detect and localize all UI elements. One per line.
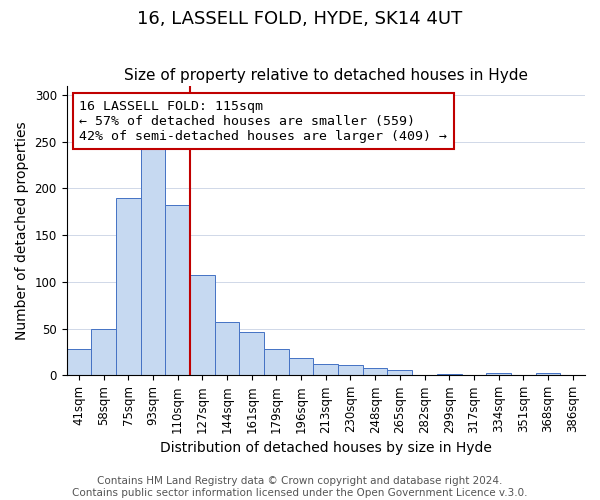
Bar	[239, 332, 264, 376]
Bar	[116, 198, 140, 376]
Bar	[536, 374, 560, 376]
Y-axis label: Number of detached properties: Number of detached properties	[15, 121, 29, 340]
Bar	[264, 349, 289, 376]
Text: Contains HM Land Registry data © Crown copyright and database right 2024.
Contai: Contains HM Land Registry data © Crown c…	[72, 476, 528, 498]
X-axis label: Distribution of detached houses by size in Hyde: Distribution of detached houses by size …	[160, 441, 492, 455]
Bar	[140, 149, 165, 376]
Bar	[486, 374, 511, 376]
Bar	[338, 365, 363, 376]
Text: 16 LASSELL FOLD: 115sqm
← 57% of detached houses are smaller (559)
42% of semi-d: 16 LASSELL FOLD: 115sqm ← 57% of detache…	[79, 100, 448, 142]
Bar	[289, 358, 313, 376]
Text: 16, LASSELL FOLD, HYDE, SK14 4UT: 16, LASSELL FOLD, HYDE, SK14 4UT	[137, 10, 463, 28]
Bar	[363, 368, 388, 376]
Bar	[165, 205, 190, 376]
Bar	[437, 374, 461, 376]
Bar	[190, 276, 215, 376]
Bar	[313, 364, 338, 376]
Bar	[215, 322, 239, 376]
Bar	[91, 328, 116, 376]
Bar	[388, 370, 412, 376]
Title: Size of property relative to detached houses in Hyde: Size of property relative to detached ho…	[124, 68, 528, 83]
Bar	[67, 349, 91, 376]
